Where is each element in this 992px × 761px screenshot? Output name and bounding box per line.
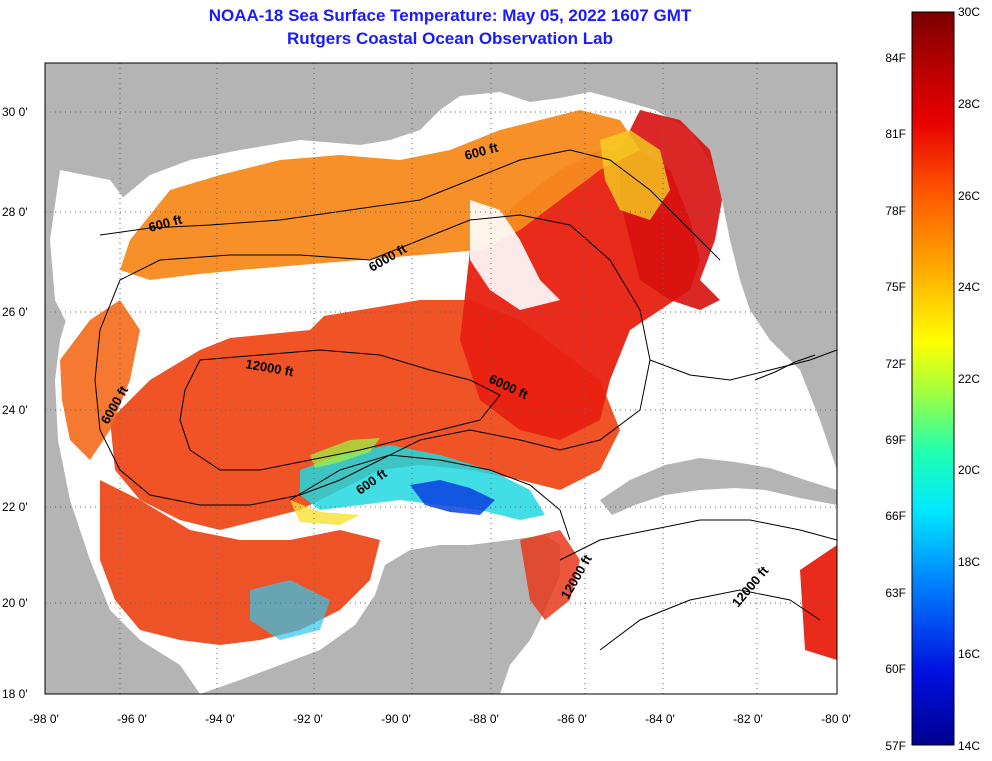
sst-yellow-shelf (600, 130, 670, 220)
colorbar-celsius-labels: 30C 28C 26C 24C 22C 20C 18C 16C 14C (958, 5, 980, 753)
sst-west-orange (60, 300, 140, 460)
isobath-600ft-south (289, 454, 571, 541)
isobath-florida (649, 349, 837, 381)
lon-tick-label: -80 0' (821, 712, 851, 726)
isobath-6000ft (94, 214, 651, 506)
colorbar-c-label: 16C (958, 647, 980, 661)
isobath-caribbean (559, 519, 837, 561)
map-subtitle: Rutgers Coastal Ocean Observation Lab (287, 29, 613, 48)
land-florida-keys (754, 354, 816, 381)
lon-tick-label: -86 0' (557, 712, 587, 726)
lon-tick-label: -96 0' (117, 712, 147, 726)
colorbar (911, 11, 955, 746)
colorbar-c-label: 24C (958, 280, 980, 294)
colorbar-f-label: 72F (885, 357, 906, 371)
colorbar-c-label: 20C (958, 463, 980, 477)
colorbar-f-label: 75F (885, 280, 906, 294)
sst-yellow-band (290, 500, 360, 525)
sst-caribbean-warm (800, 545, 837, 660)
lat-tick-label: 18 0' (2, 687, 28, 701)
colorbar-c-label: 26C (958, 189, 980, 203)
lon-tick-label: -84 0' (645, 712, 675, 726)
colorbar-f-label: 84F (885, 51, 906, 65)
colorbar-f-label: 78F (885, 204, 906, 218)
map-title: NOAA-18 Sea Surface Temperature: May 05,… (208, 6, 692, 25)
sst-shelf-orange (120, 110, 640, 280)
longitude-axis: -98 0' -96 0' -94 0' -92 0' -90 0' -88 0… (29, 712, 851, 726)
land-cuba (600, 458, 837, 515)
cloud-west (50, 170, 140, 330)
land-north-america (45, 63, 837, 694)
colorbar-f-label: 69F (885, 433, 906, 447)
colorbar-f-label: 81F (885, 127, 906, 141)
lon-tick-label: -90 0' (381, 712, 411, 726)
lon-tick-label: -82 0' (733, 712, 763, 726)
lat-tick-label: 28 0' (2, 205, 28, 219)
lon-tick-label: -98 0' (29, 712, 59, 726)
land-yucatan (200, 535, 560, 694)
colorbar-f-label: 66F (885, 509, 906, 523)
lon-tick-label: -92 0' (293, 712, 323, 726)
map-frame (44, 62, 838, 695)
lat-tick-label: 20 0' (2, 596, 28, 610)
lat-tick-label: 26 0' (2, 305, 28, 319)
colorbar-c-label: 30C (958, 5, 980, 19)
lon-tick-label: -88 0' (469, 712, 499, 726)
colorbar-f-label: 57F (885, 739, 906, 753)
lat-tick-label: 30 0' (2, 105, 28, 119)
cloud-scatter-east (470, 200, 560, 310)
colorbar-c-label: 22C (958, 372, 980, 386)
cloud-central (150, 280, 330, 340)
sst-yucatan-channel (520, 530, 580, 620)
isobath-12000ft (179, 349, 501, 471)
sst-sw-cool-streaks (250, 580, 330, 640)
lat-tick-label: 24 0' (2, 403, 28, 417)
sst-campeche-cold-core (410, 480, 495, 515)
lon-tick-label: -94 0' (205, 712, 235, 726)
lat-tick-label: 22 0' (2, 500, 28, 514)
latitude-axis: 30 0' 28 0' 26 0' 24 0' 22 0' 20 0' 18 0… (2, 105, 28, 701)
graticule (45, 63, 837, 694)
colorbar-f-label: 60F (885, 662, 906, 676)
colorbar-fahrenheit-labels: 84F 81F 78F 75F 72F 69F 66F 63F 60F 57F (885, 51, 906, 753)
isobath-600ft (99, 149, 721, 261)
colorbar-c-label: 18C (958, 555, 980, 569)
colorbar-c-label: 28C (958, 97, 980, 111)
colorbar-f-label: 63F (885, 586, 906, 600)
colorbar-c-label: 14C (958, 739, 980, 753)
